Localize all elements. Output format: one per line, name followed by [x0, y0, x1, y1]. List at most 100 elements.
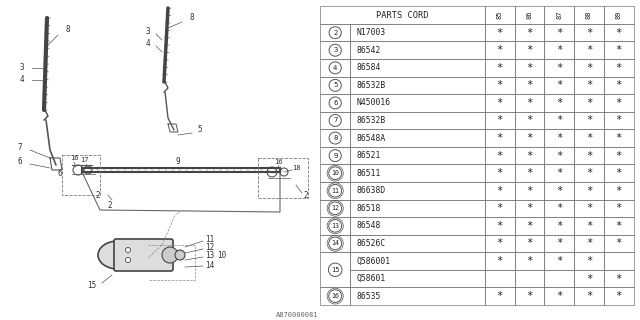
Bar: [604, 217, 634, 235]
Text: *: *: [556, 98, 563, 108]
Bar: [351, 59, 485, 76]
Bar: [604, 59, 634, 76]
Bar: [320, 59, 351, 76]
Text: *: *: [616, 45, 622, 55]
Text: *: *: [616, 186, 622, 196]
Text: *: *: [526, 98, 532, 108]
Bar: [320, 24, 351, 42]
Text: 3: 3: [333, 47, 337, 53]
Bar: [485, 270, 515, 287]
Bar: [320, 164, 351, 182]
Bar: [604, 164, 634, 182]
Text: 18: 18: [292, 165, 300, 171]
Text: 15: 15: [88, 281, 97, 290]
Text: *: *: [526, 151, 532, 161]
Bar: [544, 24, 574, 42]
Bar: [515, 287, 544, 305]
Bar: [574, 287, 604, 305]
Text: *: *: [616, 133, 622, 143]
Bar: [351, 182, 485, 199]
Text: 7: 7: [18, 143, 22, 153]
Bar: [515, 24, 544, 42]
Text: *: *: [526, 116, 532, 125]
Text: *: *: [497, 291, 503, 301]
Text: *: *: [497, 221, 503, 231]
Text: 13: 13: [205, 252, 214, 260]
Bar: [320, 76, 351, 94]
Text: *: *: [526, 45, 532, 55]
Bar: [604, 235, 634, 252]
Bar: [544, 129, 574, 147]
Bar: [604, 182, 634, 199]
Text: 4: 4: [20, 76, 24, 84]
Text: *: *: [556, 133, 563, 143]
Text: *: *: [616, 151, 622, 161]
Bar: [604, 76, 634, 94]
Bar: [604, 287, 634, 305]
Bar: [320, 6, 485, 24]
Text: 16: 16: [70, 155, 78, 161]
Bar: [515, 76, 544, 94]
Bar: [320, 129, 351, 147]
Text: *: *: [586, 63, 592, 73]
Text: 86: 86: [527, 11, 532, 20]
Text: *: *: [497, 45, 503, 55]
Text: *: *: [586, 133, 592, 143]
Bar: [544, 287, 574, 305]
Text: 86542: 86542: [357, 46, 381, 55]
Bar: [574, 182, 604, 199]
Bar: [544, 42, 574, 59]
Text: 14: 14: [205, 260, 214, 269]
Bar: [574, 76, 604, 94]
Bar: [320, 42, 351, 59]
Bar: [604, 199, 634, 217]
Bar: [485, 112, 515, 129]
Bar: [320, 235, 351, 252]
Text: *: *: [586, 28, 592, 38]
Text: *: *: [556, 28, 563, 38]
Bar: [320, 94, 351, 112]
Bar: [351, 217, 485, 235]
Text: *: *: [526, 203, 532, 213]
Text: 9: 9: [176, 157, 180, 166]
Text: 86521: 86521: [357, 151, 381, 160]
Bar: [320, 112, 351, 129]
Bar: [574, 199, 604, 217]
Text: *: *: [586, 151, 592, 161]
Bar: [604, 24, 634, 42]
Text: 2: 2: [304, 191, 308, 201]
Text: *: *: [556, 291, 563, 301]
Text: 6: 6: [58, 169, 62, 178]
Text: 7: 7: [333, 117, 337, 124]
Text: 86548A: 86548A: [357, 133, 386, 142]
Text: *: *: [497, 186, 503, 196]
Text: 86535: 86535: [357, 292, 381, 300]
Text: *: *: [556, 221, 563, 231]
Text: 10: 10: [217, 252, 227, 260]
Text: N17003: N17003: [357, 28, 386, 37]
Text: *: *: [556, 186, 563, 196]
Bar: [485, 94, 515, 112]
Text: *: *: [556, 203, 563, 213]
Bar: [574, 217, 604, 235]
Bar: [485, 199, 515, 217]
Text: *: *: [616, 238, 622, 248]
Text: 3: 3: [20, 63, 24, 73]
Text: *: *: [586, 80, 592, 90]
Bar: [544, 6, 574, 24]
Text: *: *: [586, 186, 592, 196]
Text: *: *: [526, 133, 532, 143]
Bar: [320, 199, 351, 217]
Text: 10: 10: [332, 170, 339, 176]
Bar: [351, 42, 485, 59]
Circle shape: [175, 250, 185, 260]
Bar: [351, 24, 485, 42]
Text: *: *: [497, 98, 503, 108]
Bar: [485, 24, 515, 42]
Text: *: *: [586, 203, 592, 213]
Bar: [485, 182, 515, 199]
Text: *: *: [497, 256, 503, 266]
Bar: [320, 252, 351, 287]
Bar: [351, 287, 485, 305]
Text: 8: 8: [333, 135, 337, 141]
